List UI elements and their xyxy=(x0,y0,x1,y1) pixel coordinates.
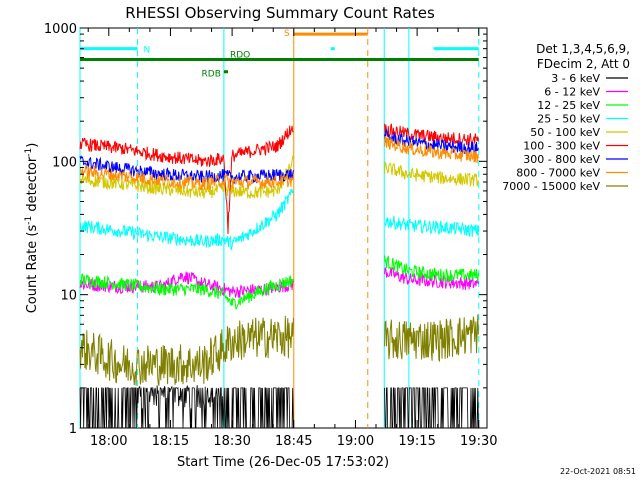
series-layer xyxy=(79,123,479,429)
x-axis-label: Start Time (26-Dec-05 17:53:02) xyxy=(177,455,389,470)
flag-label: N xyxy=(144,46,151,56)
legend-entry-label: 50 - 100 keV xyxy=(530,126,600,139)
series-100-300-kev xyxy=(79,123,479,234)
series-12-25-kev xyxy=(79,255,479,310)
y-tick-label: 100 xyxy=(52,155,77,170)
legend-entry-label: 3 - 6 keV xyxy=(551,72,600,85)
legend-entry-label: 300 - 800 keV xyxy=(523,153,600,166)
chart-title: RHESSI Observing Summary Count Rates xyxy=(125,4,435,22)
axes: 1 10 100 1000 18:00 18:15 18:30 18:45 19:00 19:15… xyxy=(44,22,498,449)
flag-label: RDO xyxy=(230,51,250,61)
series-50-100-kev xyxy=(79,154,479,200)
legend-entry-label: 100 - 300 keV xyxy=(523,140,600,153)
legend-entry-label: 12 - 25 keV xyxy=(537,99,600,112)
footer-date: 22-Oct-2021 08:51 xyxy=(560,467,636,476)
flag-bars: N S RDO RDB xyxy=(80,29,479,80)
series-7000-15000-kev xyxy=(79,314,479,386)
series-line xyxy=(79,135,479,191)
x-tick-label: 19:30 xyxy=(460,434,497,449)
x-tick-label: 18:15 xyxy=(152,434,189,449)
legend-entry-label: 25 - 50 keV xyxy=(537,113,600,126)
series-25-50-kev xyxy=(79,188,479,251)
legend-header: Det 1,3,4,5,6,9, xyxy=(536,42,630,56)
legend: Det 1,3,4,5,6,9,FDecim 2, Att 03 - 6 keV… xyxy=(502,42,630,193)
legend-entry-label: 800 - 7000 keV xyxy=(516,167,600,180)
legend-header: FDecim 2, Att 0 xyxy=(537,57,630,71)
series-line xyxy=(79,385,479,429)
series-line xyxy=(79,123,479,234)
series-3-6-kev xyxy=(79,385,479,429)
series-line xyxy=(79,154,479,200)
x-tick-label: 18:30 xyxy=(213,434,250,449)
series-800-7000-kev xyxy=(79,135,479,191)
y-axis-label: Count Rate (s-1 detector-1) xyxy=(24,143,40,314)
y-tick-label: 1 xyxy=(69,422,77,437)
x-tick-label: 19:00 xyxy=(337,434,374,449)
series-line xyxy=(79,188,479,251)
x-tick-label: 18:45 xyxy=(275,434,312,449)
y-tick-label: 1000 xyxy=(44,22,77,37)
series-line xyxy=(79,255,479,310)
x-tick-label: 18:00 xyxy=(90,434,127,449)
y-tick-label: 10 xyxy=(60,289,77,304)
series-line xyxy=(79,314,479,386)
flag-label: RDB xyxy=(202,70,221,80)
x-tick-label: 19:15 xyxy=(398,434,435,449)
legend-entry-label: 7000 - 15000 keV xyxy=(502,180,600,193)
flag-label: S xyxy=(284,29,290,39)
legend-entry-label: 6 - 12 keV xyxy=(544,86,600,99)
